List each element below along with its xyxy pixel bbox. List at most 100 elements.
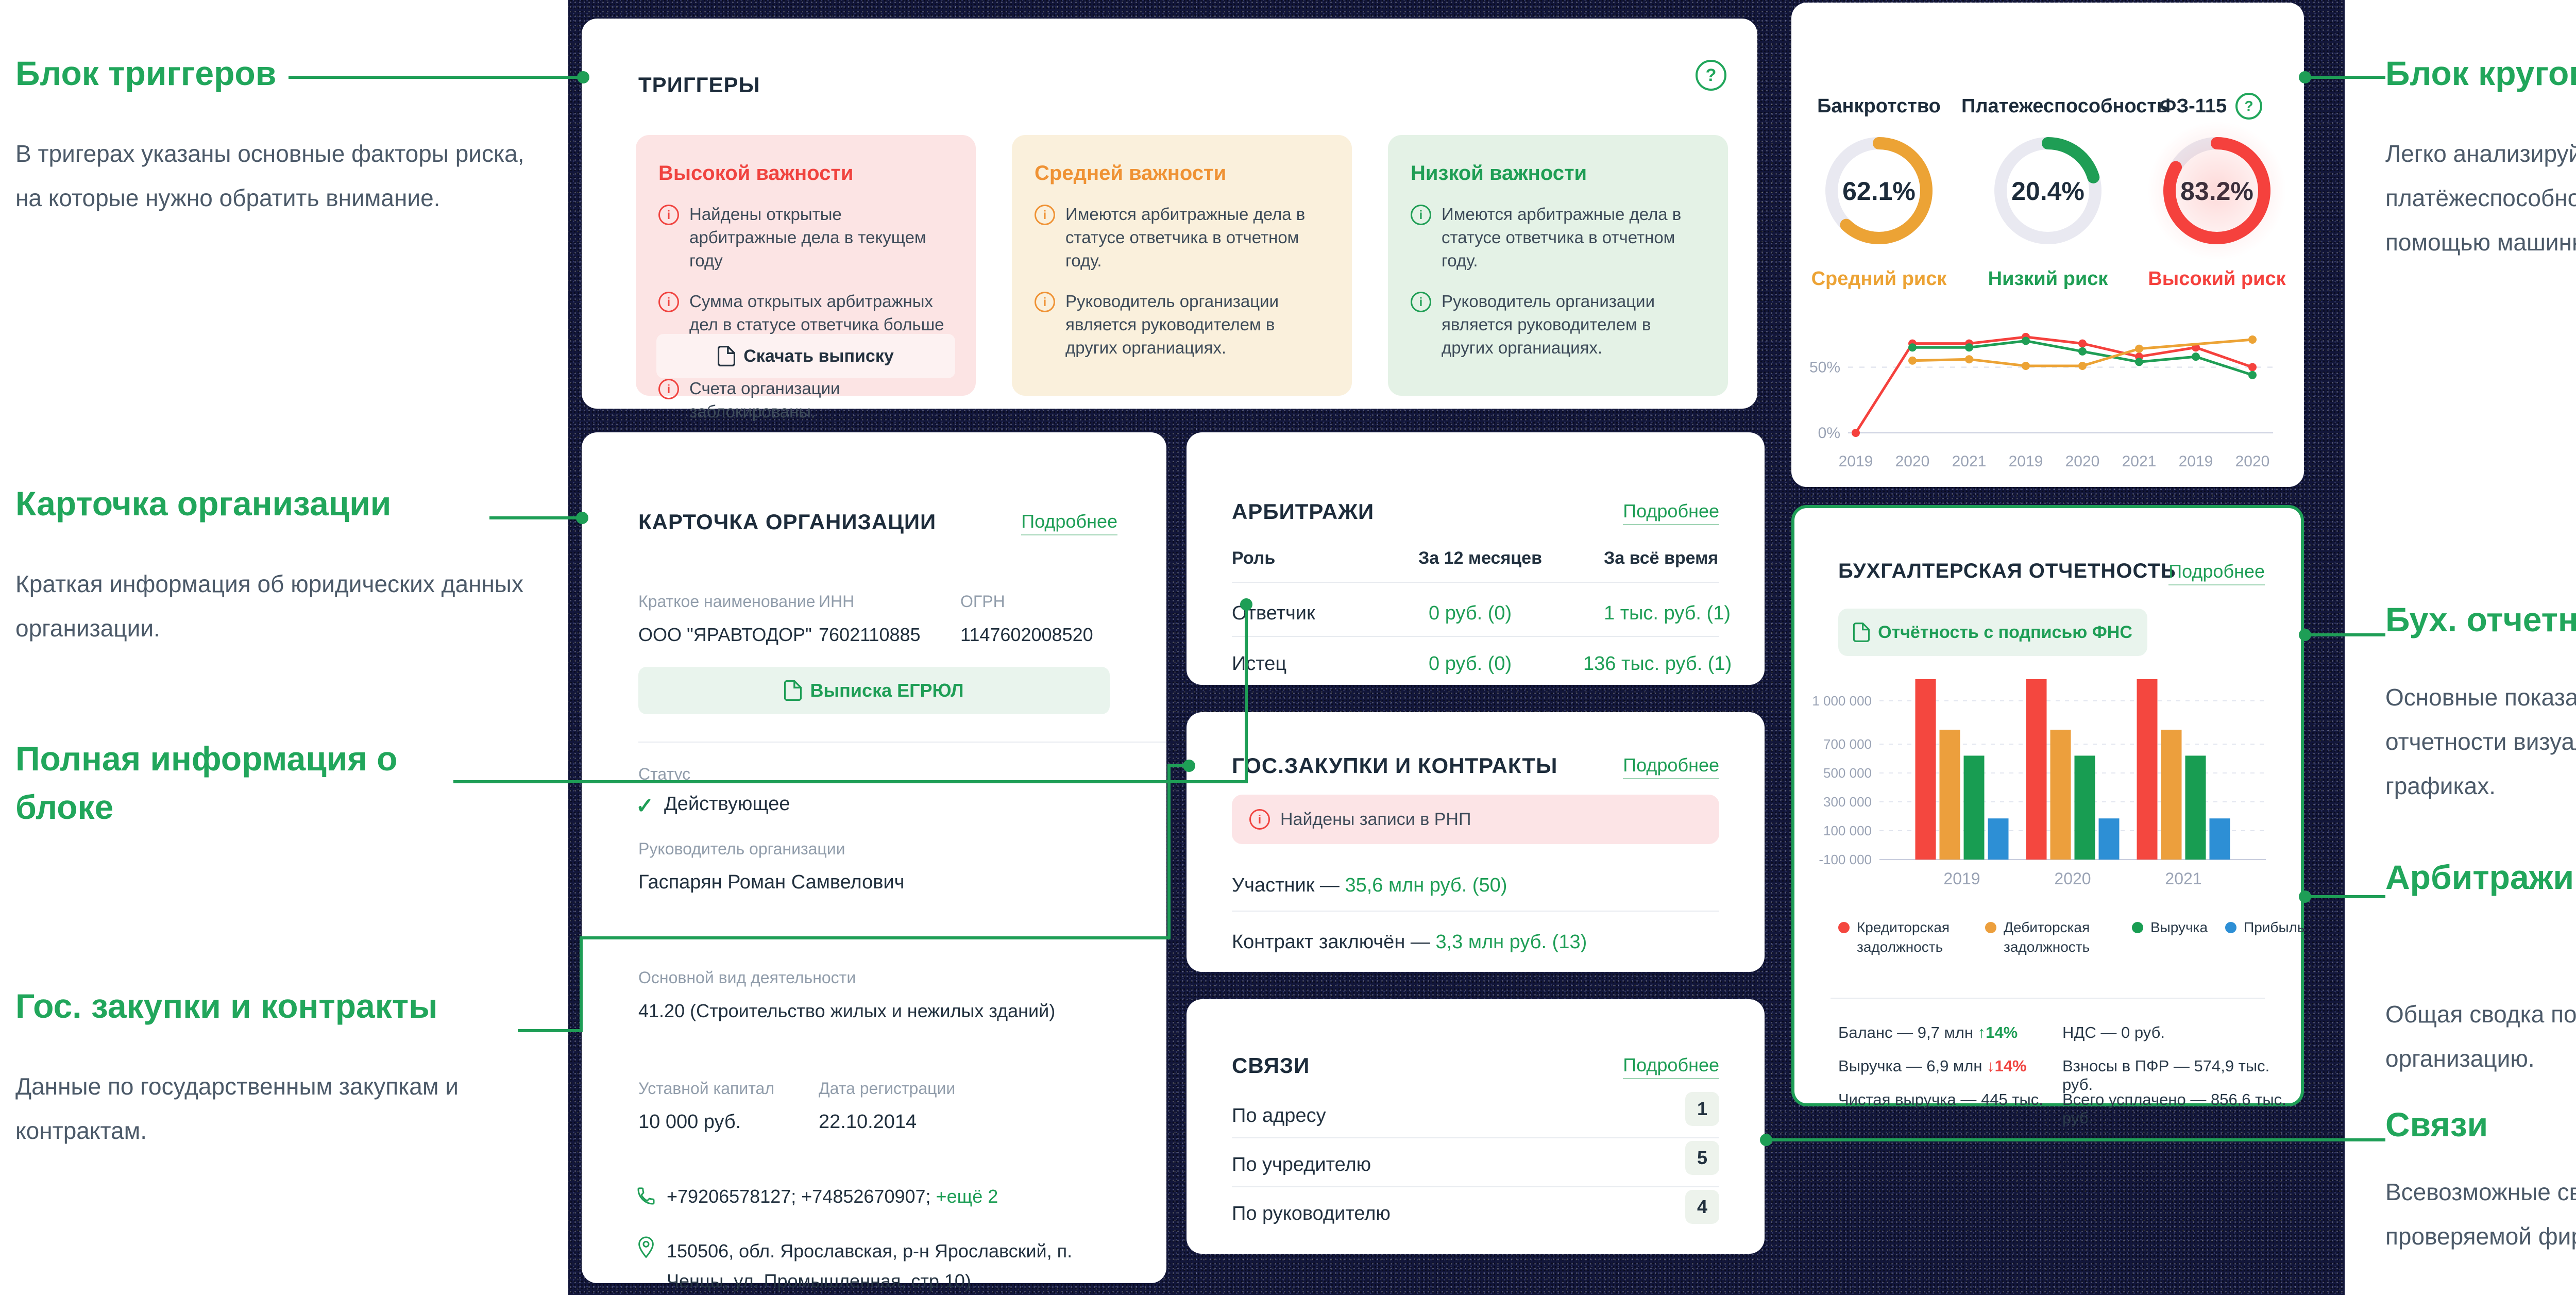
connector-dot (576, 512, 588, 524)
legend-item: Дебиторская задолжность (1985, 918, 2114, 957)
trigger-block-medium: Средней важности i Имеются арбитражные де… (1012, 135, 1352, 396)
procurement-more-link[interactable]: Подробнее (1623, 754, 1719, 779)
annotation-triggers-desc: В тригерах указаны основные факторы риск… (15, 140, 524, 211)
svg-text:500 000: 500 000 (1823, 765, 1872, 781)
org-more-link[interactable]: Подробнее (1021, 511, 1117, 535)
col-12m: За 12 месяцев (1418, 548, 1542, 568)
svg-text:300 000: 300 000 (1823, 794, 1872, 810)
svg-text:2020: 2020 (2065, 453, 2100, 470)
org-head-label: Руководитель организации (638, 839, 845, 858)
links-row-address: По адресу (1232, 1105, 1326, 1126)
legend-dot (1838, 922, 1850, 933)
donut-header-solvency: Платежеспособность (1961, 95, 2169, 117)
links-more-link[interactable]: Подробнее (1623, 1054, 1719, 1079)
svg-text:2020: 2020 (2054, 869, 2091, 888)
divider (1232, 636, 1719, 637)
connector-dot (2299, 890, 2311, 903)
org-address: 150506, обл. Ярославская, р-н Ярославски… (667, 1240, 1073, 1291)
document-icon (1853, 623, 1870, 642)
info-icon: i (658, 379, 679, 399)
legend-dot (2132, 922, 2143, 933)
divider (1232, 1186, 1719, 1187)
annotation-donuts-title: Блок круговых диаграмм (2385, 54, 2576, 92)
row-defendant-all: 1 тыс. руб. (1) (1604, 602, 1731, 624)
arbitration-card: АРБИТРАЖИ Подробнее Роль За 12 месяцев З… (1187, 432, 1765, 685)
divider (1232, 911, 1719, 912)
svg-text:62.1%: 62.1% (1842, 177, 1916, 206)
org-capital-value: 10 000 руб. (638, 1111, 741, 1133)
trigger-block-title: Средней важности (1035, 162, 1227, 184)
annotation-arbitration-desc: Общая сводка по судебной нагрузке на орг… (2385, 1001, 2576, 1072)
legend-item: Выручка (2132, 918, 2208, 937)
summary-pfr: Взносы в ПФР — 574,9 тыс. руб. (2062, 1057, 2270, 1094)
procurement-title: ГОС.ЗАКУПКИ И КОНТРАКТЫ (1232, 753, 1558, 778)
svg-text:2021: 2021 (2122, 453, 2157, 470)
document-icon (718, 346, 736, 366)
help-icon[interactable]: ? (2235, 93, 2262, 120)
download-statement-button[interactable]: Скачать выписку (656, 334, 955, 378)
legend-item: Прибыль (2225, 918, 2305, 937)
links-row-head: По руководителю (1232, 1203, 1391, 1224)
svg-text:-100 000: -100 000 (1819, 852, 1872, 867)
org-activity-value: 41.20 (Строительство жилых и нежилых зда… (638, 1000, 1056, 1021)
svg-text:2019: 2019 (2179, 453, 2213, 470)
org-phones[interactable]: +79206578127; +74852670907; +ещё 2 (667, 1186, 998, 1207)
org-activity-label: Основной вид деятельности (638, 968, 856, 987)
summary-net-revenue: Чистая выручка — 445 тыс. (1838, 1090, 2043, 1108)
trigger-item: i Найдены открытые арбитражные дела в тек… (658, 203, 953, 272)
arbitration-more-link[interactable]: Подробнее (1623, 500, 1719, 525)
trigger-block-low: Низкой важности i Имеются арбитражные дел… (1388, 135, 1728, 396)
svg-text:0%: 0% (1818, 425, 1840, 442)
connector-dot (1240, 598, 1252, 611)
risk-label-low: Низкий риск (1988, 268, 2108, 290)
triggers-card-title: ТРИГГЕРЫ (638, 73, 760, 97)
risk-label-high: Высокий риск (2148, 268, 2286, 290)
divider (1831, 998, 2265, 999)
org-card-title: КАРТОЧКА ОРГАНИЗАЦИИ (638, 510, 937, 534)
info-icon: i (1411, 205, 1431, 225)
connector-dot (577, 71, 589, 83)
links-card: СВЯЗИ Подробнее По адресу 1 По учредител… (1187, 999, 1765, 1254)
trigger-block-high: Высокой важности i Найдены открытые арбит… (636, 135, 976, 421)
annotation-links-title: Связи (2385, 1105, 2488, 1143)
svg-text:83.2%: 83.2% (2180, 177, 2253, 206)
more-phones-link: +ещё 2 (936, 1186, 998, 1207)
accounting-more-link[interactable]: Подробнее (2168, 561, 2265, 585)
donut-header-bankruptcy: Банкротство (1817, 95, 1941, 117)
annotation-triggers-title: Блок триггеров (15, 54, 277, 92)
bar-chart-legend: Кредиторская задолжность Дебиторская задо… (1838, 918, 2305, 957)
org-name-value: ООО "ЯРАВТОДОР" (638, 624, 812, 645)
annotation-accounting-title: Бух. отчетность (2385, 600, 2576, 638)
connector-line (580, 936, 583, 1032)
row-plaintiff-12m: 0 руб. (0) (1429, 653, 1512, 675)
trigger-item: i Имеются арбитражные дела в статусе отве… (1411, 203, 1705, 272)
phone-icon (637, 1187, 655, 1205)
egrul-statement-button[interactable]: Выписка ЕГРЮЛ (638, 667, 1110, 714)
procurement-card: ГОС.ЗАКУПКИ И КОНТРАКТЫ Подробнее i Найд… (1187, 712, 1765, 972)
svg-text:2021: 2021 (2165, 869, 2201, 888)
summary-vat: НДС — 0 руб. (2062, 1023, 2165, 1041)
summary-revenue: Выручка — 6,9 млн ↓14% (1838, 1057, 2027, 1075)
svg-text:2019: 2019 (1839, 453, 1873, 470)
divider (1232, 582, 1719, 583)
connector-line (580, 936, 1171, 939)
info-icon: i (1035, 292, 1055, 312)
annotation-fullinfo-title: Полная информация о блоке (15, 739, 398, 826)
svg-text:2021: 2021 (1952, 453, 1987, 470)
annotation-orgcard-desc: Краткая информация об юридических данных… (15, 570, 523, 642)
connector-line (1167, 764, 1171, 939)
links-title: СВЯЗИ (1232, 1053, 1310, 1078)
org-regdate-label: Дата регистрации (819, 1079, 956, 1098)
legend-item: Кредиторская задолжность (1838, 918, 1968, 957)
connector-dot (2299, 71, 2311, 83)
info-icon: i (1411, 292, 1431, 312)
connector-line (1245, 604, 1248, 783)
annotation-arbitration-title: Арбитражи, Приставы, РНП (2385, 858, 2576, 896)
svg-text:700 000: 700 000 (1823, 736, 1872, 752)
help-icon[interactable]: ? (1696, 60, 1726, 91)
links-row-founder: По учредителю (1232, 1154, 1371, 1175)
annotation-procurement-desc: Данные по государственным закупкам и кон… (15, 1073, 459, 1144)
info-icon: i (658, 205, 679, 225)
connector-dot (1760, 1134, 1772, 1146)
